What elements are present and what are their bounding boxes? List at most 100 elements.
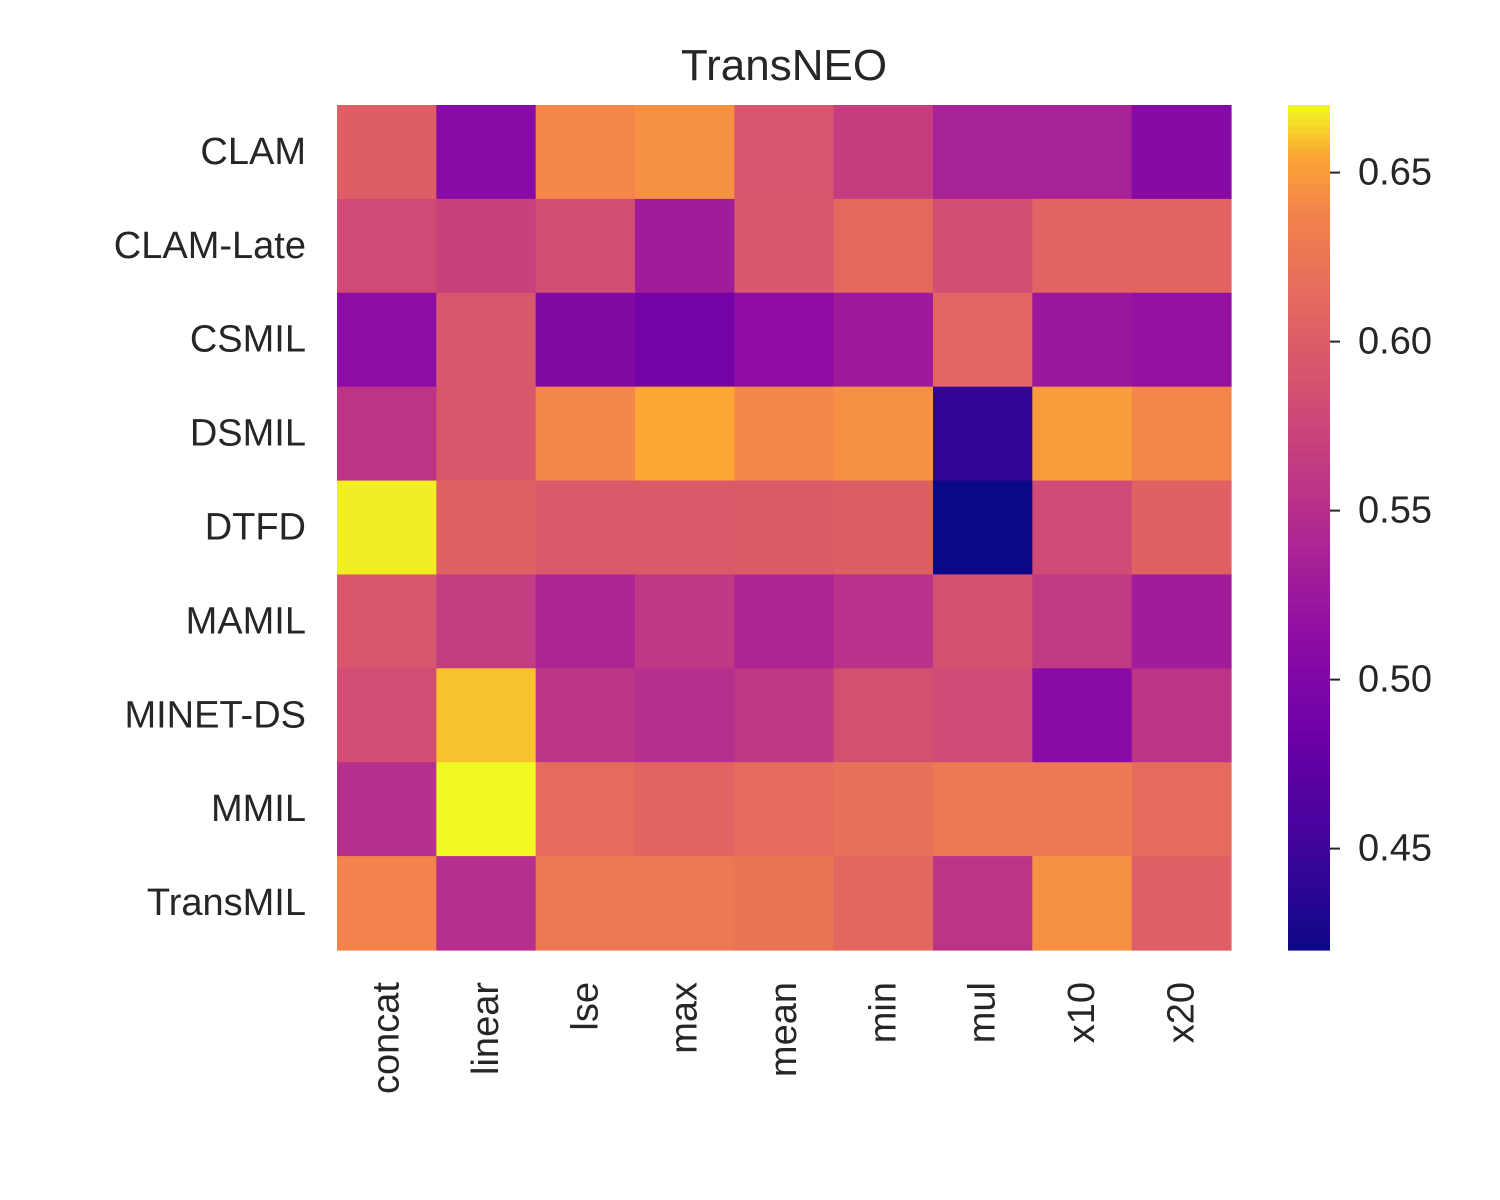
colorbar-segment — [1288, 668, 1330, 676]
colorbar-segment — [1288, 182, 1330, 191]
row-tick-label: MINET-DS — [124, 694, 306, 736]
heatmap-cell — [535, 198, 636, 294]
heatmap-cell — [535, 386, 636, 482]
colorbar-segment — [1288, 492, 1330, 500]
colorbar-segment — [1288, 907, 1330, 916]
heatmap-cell — [436, 480, 537, 576]
colorbar-segment — [1288, 435, 1330, 444]
heatmap-cell — [535, 105, 636, 200]
colorbar-segment — [1288, 795, 1330, 803]
heatmap-cell — [833, 856, 934, 951]
heatmap-cell — [535, 668, 636, 763]
heatmap-cell — [734, 105, 835, 200]
colorbar-segment — [1288, 379, 1330, 388]
heatmap-cell — [734, 574, 835, 669]
heatmap-cell — [635, 574, 735, 669]
colorbar-segment — [1288, 640, 1330, 648]
heatmap-cell — [833, 386, 934, 482]
colorbar-segment — [1288, 175, 1330, 184]
colorbar-segment — [1288, 112, 1330, 120]
colorbar-segment — [1288, 612, 1330, 620]
colorbar-segment — [1288, 788, 1330, 796]
heatmap-cell — [933, 198, 1033, 294]
colorbar-segment — [1288, 295, 1330, 303]
heatmap-cell — [535, 574, 636, 669]
heatmap-cell — [1131, 480, 1232, 576]
column-tick-label: x20 — [1160, 982, 1202, 1043]
colorbar-segment — [1288, 161, 1330, 169]
colorbar-segment — [1288, 633, 1330, 641]
colorbar-segment — [1288, 464, 1330, 472]
heatmap-cell — [933, 762, 1033, 857]
colorbar-segment — [1288, 527, 1330, 536]
colorbar-segment — [1288, 576, 1330, 585]
colorbar-segment — [1288, 330, 1330, 338]
heatmap-cell — [833, 198, 934, 294]
heatmap-cell — [734, 292, 835, 388]
colorbar-segment — [1288, 710, 1330, 719]
heatmap-cell — [734, 480, 835, 576]
colorbar-segment — [1288, 520, 1330, 529]
heatmap-cell — [734, 856, 835, 951]
heatmap-cell — [1032, 386, 1133, 482]
colorbar-segment — [1288, 344, 1330, 353]
colorbar-segment — [1288, 802, 1330, 810]
colorbar-segment — [1288, 879, 1330, 888]
colorbar-segment — [1288, 590, 1330, 599]
heatmap-cell — [1131, 386, 1232, 482]
heatmap-cell — [337, 198, 437, 294]
heatmap-cell — [436, 574, 537, 669]
colorbar-segment — [1288, 316, 1330, 324]
heatmap-cell — [436, 105, 537, 200]
heatmap-cell — [635, 668, 735, 763]
colorbar-segment — [1288, 773, 1330, 782]
colorbar-segment — [1288, 604, 1330, 613]
colorbar-segment — [1288, 675, 1330, 684]
heatmap-cell — [833, 574, 934, 669]
heatmap-cell — [1032, 668, 1133, 763]
colorbar-segment — [1288, 358, 1330, 367]
colorbar-segment — [1288, 851, 1330, 860]
colorbar-segment — [1288, 302, 1330, 310]
colorbar-tick-label: 0.60 — [1358, 321, 1432, 363]
heatmap-cell — [1131, 198, 1232, 294]
heatmap-cell — [734, 386, 835, 482]
colorbar-segment — [1288, 921, 1330, 930]
column-tick-label: lse — [564, 982, 606, 1031]
heatmap-cell — [734, 762, 835, 857]
colorbar-tick-label: 0.55 — [1358, 490, 1432, 532]
heatmap-cell — [1131, 105, 1232, 200]
colorbar-segment — [1288, 724, 1330, 733]
colorbar: 0.45 0.50 0.55 0.60 0.65 — [1288, 105, 1432, 951]
colorbar-segment — [1288, 858, 1330, 867]
heatmap-cell — [833, 480, 934, 576]
colorbar-segment — [1288, 935, 1330, 944]
colorbar-segment — [1288, 133, 1330, 141]
colorbar-segment — [1288, 562, 1330, 571]
heatmap-cell — [1032, 292, 1133, 388]
colorbar-segment — [1288, 914, 1330, 923]
heatmap-cell — [436, 668, 537, 763]
heatmap-cell — [1032, 574, 1133, 669]
heatmap-cell — [436, 856, 537, 951]
colorbar-segment — [1288, 421, 1330, 430]
colorbar-segment — [1288, 372, 1330, 381]
colorbar-segment — [1288, 154, 1330, 162]
colorbar-segment — [1288, 766, 1330, 775]
colorbar-segment — [1288, 534, 1330, 543]
colorbar-tick-label: 0.65 — [1358, 152, 1432, 194]
heatmap-cell — [535, 480, 636, 576]
colorbar-segment — [1288, 266, 1330, 275]
colorbar-segment — [1288, 752, 1330, 761]
colorbar-segment — [1288, 865, 1330, 874]
colorbar-segment — [1288, 886, 1330, 895]
heatmap-cell — [337, 574, 437, 669]
colorbar-segment — [1288, 893, 1330, 902]
row-tick-label: MAMIL — [186, 600, 306, 642]
heatmap-cell — [635, 480, 735, 576]
colorbar-segment — [1288, 140, 1330, 148]
heatmap-cell — [535, 762, 636, 857]
colorbar-segment — [1288, 816, 1330, 824]
colorbar-segment — [1288, 238, 1330, 247]
heatmap-cell — [635, 856, 735, 951]
